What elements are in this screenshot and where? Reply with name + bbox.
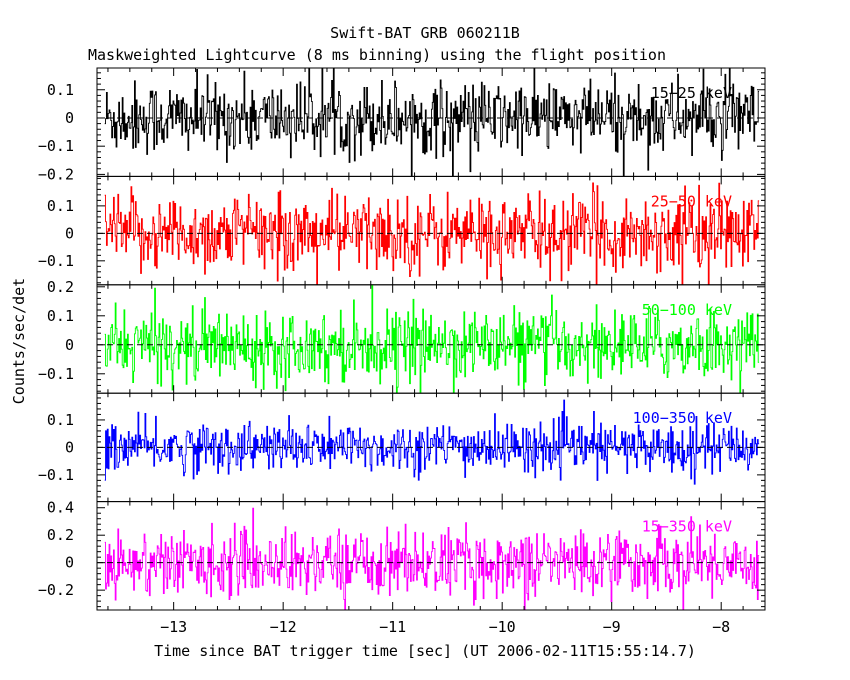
y-tick-label: 0.1 bbox=[47, 81, 74, 99]
panel-5: 0.4 0.2 0 −0.2 15−350 keV bbox=[38, 499, 766, 611]
y-tick-label: 0.1 bbox=[47, 411, 74, 429]
lightcurve-50-100-kev bbox=[104, 285, 760, 394]
y-tick-label: −0.1 bbox=[38, 466, 74, 484]
y-tick-label: 0.4 bbox=[47, 499, 74, 517]
y-tick-label: 0 bbox=[65, 336, 74, 354]
y-tick-label: −0.1 bbox=[38, 365, 74, 383]
y-tick-label: 0 bbox=[65, 109, 74, 127]
y-tick-label: −0.1 bbox=[38, 252, 74, 270]
band-label: 25−50 keV bbox=[651, 192, 732, 210]
panel-4: 0.1 0 −0.1 100−350 keV bbox=[38, 392, 766, 503]
y-tick-label: 0 bbox=[65, 224, 74, 242]
y-tick-label: −0.1 bbox=[38, 137, 74, 155]
y-tick-label: 0.1 bbox=[47, 197, 74, 215]
chart-title: Swift-BAT GRB 060211B bbox=[330, 24, 520, 42]
x-tick-label: −10 bbox=[489, 618, 516, 636]
lightcurve-15-350-kev bbox=[104, 507, 760, 611]
band-label: 15−25 keV bbox=[651, 84, 732, 102]
panel-frame bbox=[96, 501, 766, 611]
chart-subtitle: Maskweighted Lightcurve (8 ms binning) u… bbox=[88, 46, 666, 64]
y-tick-label: −0.2 bbox=[38, 581, 74, 599]
panel-2: 0.1 0 −0.1 25−50 keV bbox=[38, 175, 766, 286]
panel-1: 0.1 0 −0.1 −0.2 15−25 keV bbox=[38, 67, 766, 183]
x-axis: −13 −12 −11 −10 −9 −8 bbox=[160, 618, 730, 636]
y-tick-label: 0 bbox=[65, 554, 74, 572]
x-tick-label: −11 bbox=[379, 618, 406, 636]
lightcurve-15-25-kev bbox=[104, 68, 760, 177]
y-tick-label: −0.2 bbox=[38, 165, 74, 183]
band-label: 15−350 keV bbox=[642, 518, 732, 536]
x-axis-label: Time since BAT trigger time [sec] (UT 20… bbox=[154, 642, 696, 660]
y-axis-label: Counts/sec/det bbox=[10, 278, 28, 404]
y-tick-label: 0.2 bbox=[47, 278, 74, 296]
band-label: 100−350 keV bbox=[633, 409, 732, 427]
x-tick-label: −8 bbox=[712, 618, 730, 636]
lightcurve-100-350-kev bbox=[104, 399, 760, 485]
y-tick-label: 0 bbox=[65, 438, 74, 456]
x-tick-label: −13 bbox=[160, 618, 187, 636]
band-label: 50−100 keV bbox=[642, 301, 732, 319]
x-tick-label: −9 bbox=[603, 618, 621, 636]
y-tick-label: 0.2 bbox=[47, 526, 74, 544]
panel-3: 0.2 0.1 0 −0.1 50−100 keV bbox=[38, 278, 766, 394]
x-tick-label: −12 bbox=[270, 618, 297, 636]
y-tick-label: 0.1 bbox=[47, 307, 74, 325]
lightcurve-25-50-kev bbox=[104, 182, 760, 285]
